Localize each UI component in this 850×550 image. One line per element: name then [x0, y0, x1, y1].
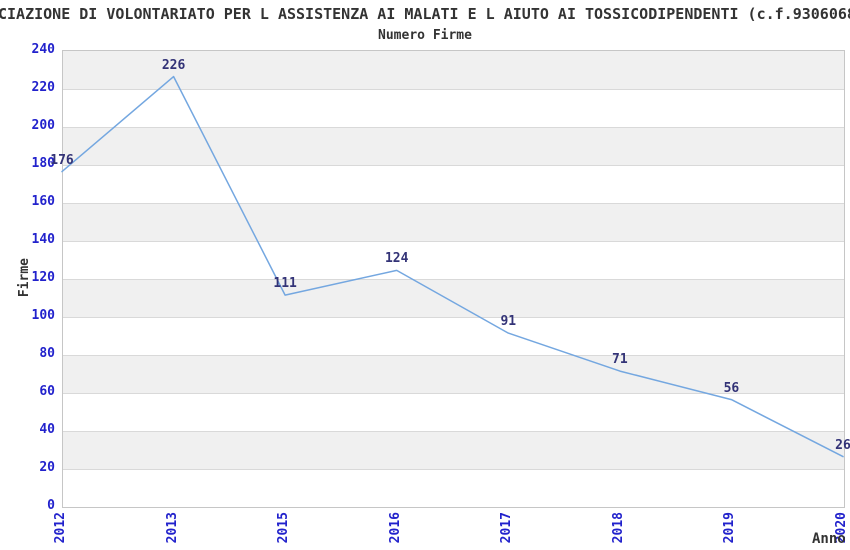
gridline [63, 430, 844, 432]
data-label: 91 [500, 314, 517, 330]
line-series [61, 75, 844, 458]
x-tick-label: 2017 [499, 512, 515, 544]
x-tick-label: 2019 [722, 512, 738, 544]
x-tick-label: 2012 [53, 512, 68, 544]
y-tick-label: 180 [31, 156, 55, 171]
chart-subtitle: Numero Firme [378, 28, 472, 43]
y-tick-label: 40 [39, 422, 55, 437]
data-label: 26 [835, 437, 850, 453]
y-tick-label: 120 [31, 270, 55, 285]
data-label: 56 [723, 380, 740, 396]
x-tick-label: 2016 [387, 512, 403, 544]
y-axis-title: Firme [17, 258, 32, 298]
y-tick-label: 100 [31, 308, 55, 323]
y-tick-label: 80 [39, 346, 55, 361]
line-series-svg [61, 75, 844, 458]
data-label: 176 [50, 152, 74, 168]
plot-band [63, 51, 844, 89]
gridline [63, 316, 844, 318]
data-label: 111 [273, 276, 297, 292]
gridline [63, 468, 844, 470]
gridline [63, 392, 844, 394]
y-tick-label: 0 [47, 498, 55, 513]
x-tick-label: 2018 [610, 512, 626, 544]
data-label: 226 [161, 57, 186, 73]
y-tick-label: 140 [31, 232, 55, 247]
y-tick-label: 200 [31, 118, 55, 133]
y-tick-label: 60 [39, 384, 55, 399]
data-label: 71 [612, 352, 628, 368]
gridline [63, 202, 844, 204]
gridline [63, 354, 844, 356]
plot-band [63, 431, 844, 469]
x-tick-label: 2013 [164, 512, 180, 544]
data-label: 124 [384, 251, 409, 267]
y-tick-label: 20 [39, 460, 55, 475]
plot-band [63, 203, 844, 241]
gridline [63, 88, 844, 90]
plot-band [63, 279, 844, 317]
plot-band [63, 127, 844, 165]
y-tick-label: 240 [31, 42, 55, 57]
gridline [63, 164, 844, 166]
chart-title: CIAZIONE DI VOLONTARIATO PER L ASSISTENZ… [0, 5, 850, 23]
x-axis-title: Anno [812, 531, 846, 547]
gridline [63, 278, 844, 280]
plot-area [62, 50, 845, 508]
x-tick-label: 2015 [276, 512, 292, 544]
gridline [63, 240, 844, 242]
plot-band [63, 355, 844, 393]
y-tick-label: 160 [31, 194, 55, 209]
y-tick-label: 220 [31, 80, 55, 95]
gridline [63, 126, 844, 128]
